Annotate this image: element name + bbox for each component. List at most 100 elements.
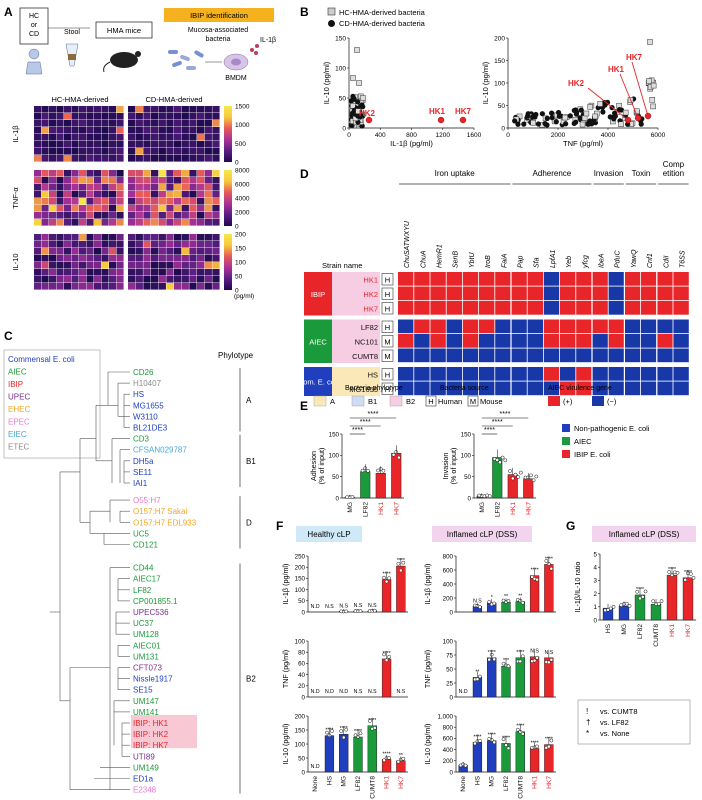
heatmap-cell: [143, 134, 151, 141]
heatmap-cell: [135, 141, 143, 148]
scatter-right-point-hc: [583, 110, 590, 117]
scatter-left-hk-point: [459, 116, 467, 124]
f-left-1-sig: N.S: [368, 689, 377, 695]
scatter-left-ylabel: IL-10 (pg/ml): [322, 61, 331, 104]
ratio-datapoint: [656, 602, 661, 606]
heatmap-cell: [151, 198, 159, 205]
virulence-cell: [608, 301, 624, 315]
virulence-cell: [414, 301, 430, 315]
heatmap-cell: [128, 134, 136, 141]
strain-cell: [332, 319, 380, 334]
heatmap-cell: [34, 269, 42, 276]
heatmap-cell: [143, 106, 151, 113]
scatter-right-point-cd: [521, 121, 527, 127]
adhesion-ytick-label: 100: [329, 453, 340, 460]
f-left-0-sig: N.S: [325, 604, 334, 610]
ratio-category-label: CUMT8: [653, 624, 660, 647]
scatter-right-point-cd: [585, 120, 592, 126]
virulence-cell: [624, 381, 641, 396]
heatmap-cell: [151, 191, 159, 198]
heatmap-cell: [135, 248, 143, 255]
heatmap-cell: [151, 134, 159, 141]
heatmap-cell: [204, 255, 212, 262]
f-left-2-bar: [353, 736, 363, 773]
invasion-datapoint: [513, 472, 518, 477]
f-left-2-datapoint: [382, 758, 386, 763]
heatmap-cell: [116, 241, 124, 248]
heatmap-cell: [197, 212, 205, 219]
f-right-1-datapoint: [549, 657, 554, 662]
heatmap-cell: [41, 177, 49, 184]
heatmap-cell: [158, 170, 166, 177]
heatmap-cell: [128, 205, 136, 212]
g-key-symbol: †: [586, 718, 590, 727]
heatmap-cell: [101, 241, 109, 248]
heatmap-cell: [204, 170, 212, 177]
virulence-cell: [479, 367, 495, 381]
heatmap-cell: [158, 184, 166, 191]
heatmap-cell: [116, 276, 124, 283]
gene-label: YawQ: [631, 249, 638, 268]
scatter-right-point-hc: [530, 119, 536, 126]
virulence-cell: [641, 381, 657, 396]
legend-phylotype-label: B1: [368, 397, 377, 406]
adhesion-ytick-label: 50: [332, 474, 339, 481]
heatmap-cell: [158, 127, 166, 134]
heatmap-cell: [86, 283, 94, 290]
heatmap-cell: [109, 241, 117, 248]
f-right-0-datapoint: [520, 600, 525, 605]
mouse-icon: [103, 51, 141, 73]
f-left-1-ytick-label: 40: [298, 672, 305, 679]
heatmap-cell: [79, 141, 87, 148]
virulence-cell: [673, 286, 689, 301]
heatmap-cell: [189, 120, 197, 127]
heatmap-cell: [86, 127, 94, 134]
heatmap-cell: [151, 219, 159, 226]
scatter-right-xtick-label: 6000: [651, 132, 666, 139]
heatmap-cell: [64, 241, 72, 248]
scatter-right-point-cd: [602, 102, 608, 108]
scatter-right-point-cd: [512, 118, 518, 124]
scatter-right-point-cd: [600, 109, 606, 115]
phylotype-title: Phylotype: [218, 351, 254, 360]
heatmap-cell: [158, 205, 166, 212]
heatmap-cell: [116, 184, 124, 191]
heatmap-cell: [116, 177, 124, 184]
invasion-bar: [523, 478, 534, 499]
adhesion-ytick-label: 0: [336, 495, 340, 502]
virulence-cell: [462, 272, 479, 286]
heatmap-cell: [181, 262, 189, 269]
heatmap-cell: [86, 106, 94, 113]
heatmap-cell: [212, 205, 220, 212]
heatmap-cell: [101, 276, 109, 283]
heatmap-cell: [174, 141, 182, 148]
f-left-0-ytick-label: 50: [298, 598, 305, 605]
legend-entry: EPEC: [8, 418, 30, 427]
f-left-0-bar: [396, 565, 406, 613]
scatter-right-point-cd: [535, 121, 542, 127]
ratio-ylabel: IL-1β/IL-10 ratio: [573, 562, 582, 613]
virulence-cell: [511, 301, 527, 315]
f-right-1-sig: N.S: [545, 650, 554, 656]
f-right-1-ytick-label: 100: [443, 638, 454, 645]
heatmap-cell: [189, 191, 197, 198]
heatmap-cell: [79, 234, 87, 241]
heatmap-cell: [34, 113, 42, 120]
f-left-1-ytick-label: 20: [298, 683, 305, 690]
virulence-cell: [608, 272, 624, 286]
gene-label: Cnf1: [647, 253, 654, 268]
virulence-cell: [479, 348, 495, 363]
hma-label: HMA mice: [107, 26, 141, 35]
virulence-cell: [446, 319, 462, 334]
heatmap-cell: [128, 248, 136, 255]
heatmap-cell: [166, 276, 174, 283]
scatter-right-ytick-label: 100: [494, 81, 505, 88]
heatmap-cell: [101, 248, 109, 255]
virulence-cell: [592, 381, 608, 396]
virulence-cell: [511, 381, 527, 396]
scatter-left-hk-label: HK7: [455, 107, 472, 116]
heatmap-cell: [204, 219, 212, 226]
virulence-cell: [462, 301, 479, 315]
heatmap-cell: [143, 184, 151, 191]
heatmap-cell: [143, 234, 151, 241]
